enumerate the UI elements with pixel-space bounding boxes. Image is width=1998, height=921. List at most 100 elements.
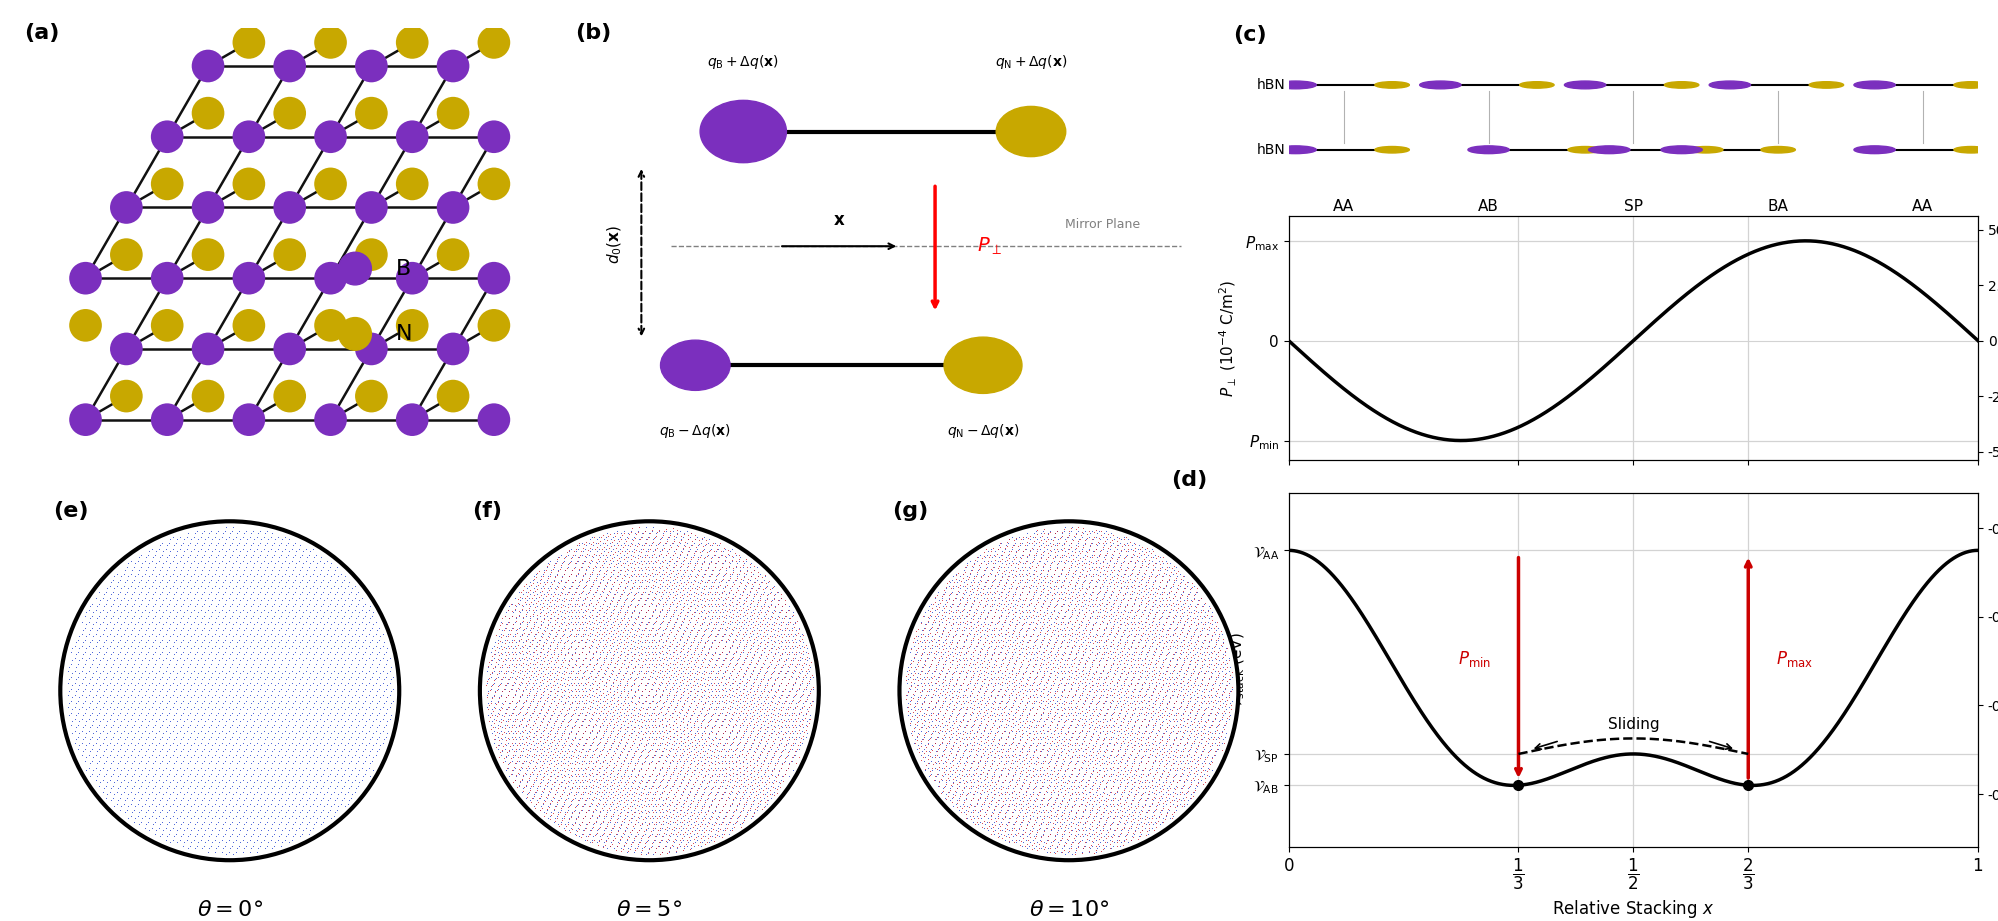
Point bbox=[500, 647, 531, 662]
Point bbox=[739, 611, 771, 625]
Point bbox=[254, 530, 286, 544]
Point bbox=[212, 833, 244, 847]
Point bbox=[248, 687, 280, 702]
Point bbox=[1037, 797, 1069, 811]
Point bbox=[272, 682, 304, 696]
Point bbox=[1077, 740, 1109, 755]
Point bbox=[1079, 773, 1111, 787]
Point bbox=[571, 705, 603, 720]
Point bbox=[601, 568, 633, 583]
Point bbox=[709, 681, 741, 695]
Point bbox=[1033, 594, 1065, 609]
Point bbox=[1101, 687, 1133, 702]
Point bbox=[937, 584, 969, 599]
Point bbox=[1127, 681, 1159, 695]
Point bbox=[931, 775, 963, 789]
Point bbox=[1139, 633, 1171, 647]
Point bbox=[94, 756, 126, 771]
Point bbox=[280, 799, 312, 813]
Point bbox=[1133, 665, 1165, 680]
Point bbox=[314, 572, 346, 587]
Point bbox=[1143, 653, 1175, 668]
Point bbox=[1123, 611, 1155, 625]
Point bbox=[178, 683, 210, 698]
Point bbox=[1149, 707, 1181, 722]
Point bbox=[973, 814, 1005, 829]
Point bbox=[607, 536, 639, 551]
Point bbox=[715, 578, 747, 593]
Point bbox=[1081, 768, 1113, 783]
Point bbox=[1053, 526, 1085, 541]
Point bbox=[212, 785, 244, 799]
Point bbox=[523, 760, 555, 775]
Point bbox=[90, 742, 122, 757]
Point bbox=[210, 621, 242, 635]
Point bbox=[74, 744, 106, 759]
Point bbox=[945, 800, 977, 815]
Point bbox=[591, 671, 623, 686]
Point bbox=[362, 623, 394, 637]
Point bbox=[1135, 810, 1167, 825]
Point bbox=[328, 766, 360, 781]
Point bbox=[1205, 651, 1237, 666]
Point bbox=[627, 542, 659, 556]
Point bbox=[787, 682, 819, 697]
Point bbox=[895, 665, 927, 680]
Point bbox=[206, 845, 238, 860]
Point bbox=[1161, 802, 1193, 817]
Point bbox=[609, 787, 641, 801]
Point bbox=[1133, 705, 1165, 720]
Point bbox=[911, 614, 943, 629]
Point bbox=[975, 756, 1007, 771]
Point bbox=[1091, 702, 1123, 717]
Point bbox=[280, 822, 312, 837]
Point bbox=[503, 641, 535, 656]
Point bbox=[725, 619, 757, 634]
Point bbox=[260, 556, 292, 571]
Point bbox=[102, 719, 134, 734]
Point bbox=[953, 760, 985, 775]
Point bbox=[613, 655, 645, 670]
Point bbox=[561, 627, 593, 642]
Point bbox=[595, 697, 627, 712]
Point bbox=[531, 806, 563, 821]
Point bbox=[557, 560, 589, 575]
Point bbox=[989, 578, 1021, 593]
Point bbox=[695, 597, 727, 612]
Point bbox=[144, 635, 176, 649]
Point bbox=[1125, 548, 1157, 563]
Point bbox=[683, 623, 715, 637]
Point bbox=[1179, 673, 1211, 688]
Point bbox=[1057, 622, 1089, 636]
Point bbox=[280, 677, 312, 692]
Point bbox=[985, 782, 1017, 797]
Point bbox=[545, 584, 577, 599]
Point bbox=[150, 756, 182, 771]
Point bbox=[330, 799, 362, 813]
Point bbox=[262, 809, 294, 823]
Point bbox=[761, 609, 793, 624]
Point bbox=[156, 785, 188, 799]
Point bbox=[531, 694, 563, 708]
Point bbox=[1059, 687, 1091, 702]
Point bbox=[228, 623, 260, 637]
Point bbox=[1089, 533, 1121, 548]
Point bbox=[1021, 726, 1053, 740]
Point bbox=[1067, 718, 1099, 733]
Point bbox=[923, 729, 955, 744]
Point bbox=[707, 567, 739, 582]
Point bbox=[727, 758, 759, 773]
Point bbox=[683, 564, 715, 578]
Circle shape bbox=[396, 168, 428, 200]
Point bbox=[523, 729, 555, 744]
Point bbox=[623, 532, 655, 547]
Point bbox=[1063, 524, 1095, 539]
Point bbox=[961, 719, 993, 734]
Point bbox=[260, 629, 292, 644]
Point bbox=[525, 738, 557, 752]
Point bbox=[509, 577, 541, 591]
Point bbox=[607, 682, 639, 696]
Point bbox=[971, 587, 1003, 601]
Point bbox=[332, 590, 364, 605]
Point bbox=[649, 815, 681, 830]
